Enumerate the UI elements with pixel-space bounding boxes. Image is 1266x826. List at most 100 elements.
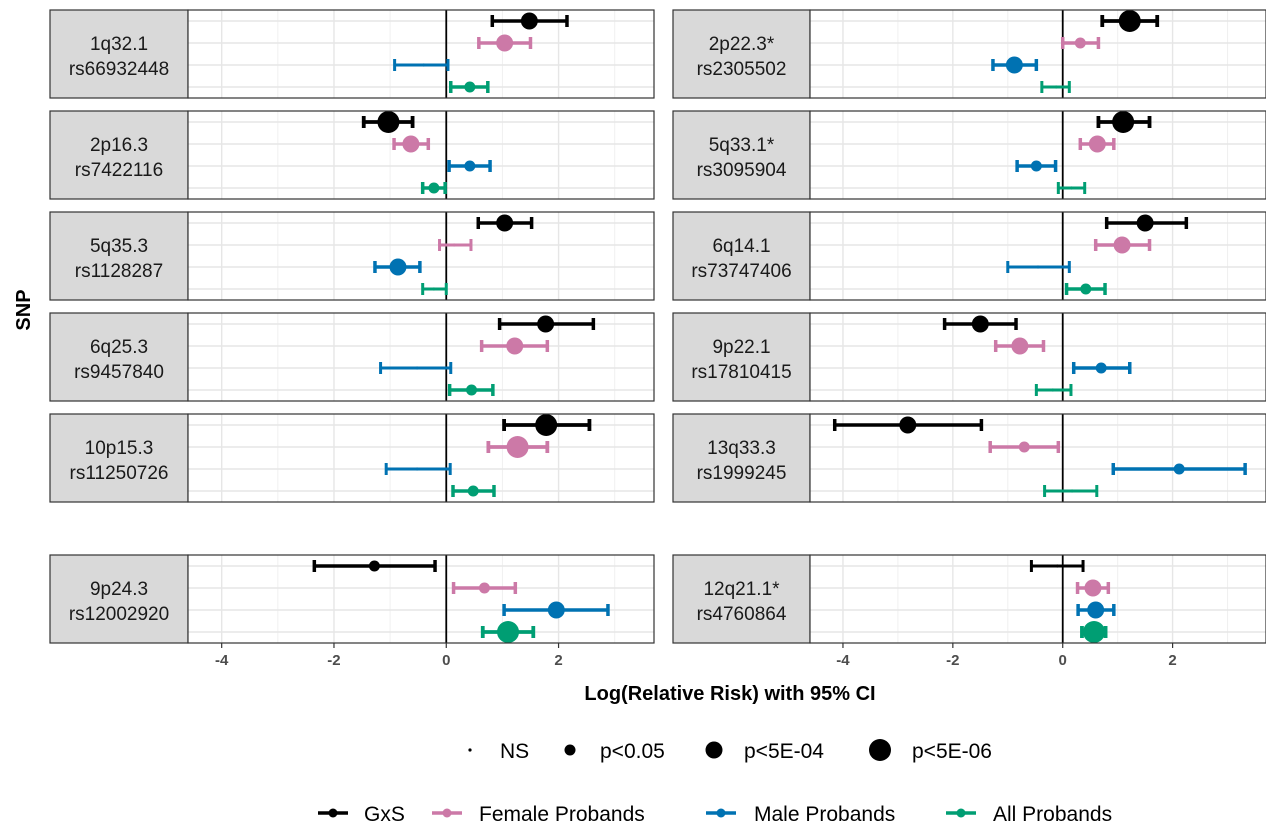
- point-estimate: [1030, 160, 1042, 172]
- point-estimate: [464, 160, 476, 172]
- color-legend-label: Female Probands: [479, 803, 645, 826]
- panel-border: [809, 554, 1266, 644]
- point-estimate: [1018, 441, 1030, 453]
- color-legend-key-point: [328, 808, 338, 818]
- panel-snp-label: rs1999245: [697, 463, 787, 484]
- point-estimate: [478, 582, 490, 594]
- panel-snp-label: rs7422116: [75, 160, 163, 181]
- panel: 12q21.1* rs4760864: [672, 554, 1266, 644]
- panel-border: [187, 312, 655, 402]
- point-estimate: [1070, 489, 1074, 493]
- point-estimate: [377, 111, 400, 133]
- point-estimate: [428, 182, 440, 194]
- panel-strip: [49, 554, 189, 644]
- point-estimate: [899, 416, 917, 434]
- point-estimate: [506, 436, 529, 458]
- panel-border: [809, 9, 1266, 99]
- point-estimate: [535, 414, 558, 436]
- point-estimate: [496, 34, 514, 52]
- x-tick-label: 0: [442, 652, 450, 669]
- point-estimate: [415, 366, 419, 370]
- panel-locus-label: 1q32.1: [90, 34, 148, 55]
- panel-strip: [672, 9, 811, 99]
- x-tick-label: 0: [1059, 652, 1067, 669]
- point-estimate: [497, 621, 520, 643]
- point-estimate: [547, 601, 565, 619]
- panel-strip: [49, 312, 189, 402]
- panel-locus-label: 9p22.1: [712, 337, 770, 358]
- panel: 6q14.1 rs73747406: [672, 211, 1266, 301]
- point-estimate: [1083, 621, 1106, 643]
- point-estimate: [1054, 85, 1058, 89]
- point-estimate: [1113, 236, 1131, 254]
- point-estimate: [415, 467, 419, 471]
- point-estimate: [422, 63, 426, 67]
- panel-strip: [49, 211, 189, 301]
- panel-strip: [672, 554, 811, 644]
- panel-strip: [672, 413, 811, 503]
- size-legend-key: [705, 741, 723, 759]
- point-estimate: [1069, 186, 1074, 190]
- point-estimate: [1074, 37, 1086, 49]
- point-estimate: [1087, 601, 1105, 619]
- color-legend-label: GxS: [364, 803, 405, 826]
- x-tick-label: -4: [836, 652, 850, 669]
- point-estimate: [537, 315, 555, 333]
- panel-border: [809, 312, 1266, 402]
- point-estimate: [971, 315, 989, 333]
- color-legend-key-point: [716, 808, 726, 818]
- panel-border: [187, 9, 655, 99]
- point-estimate: [466, 384, 478, 396]
- x-tick-label: -2: [946, 652, 959, 669]
- panel-locus-label: 6q25.3: [90, 337, 148, 358]
- color-legend-label: All Probands: [993, 803, 1112, 826]
- panel-snp-label: rs4760864: [697, 604, 787, 625]
- panel-background: [810, 212, 1266, 300]
- panels: 1q32.1 rs66932448 2p22.3* rs2305502 2p16.3 rs…: [49, 9, 1266, 644]
- point-estimate: [1136, 214, 1154, 232]
- panel-locus-label: 13q33.3: [707, 438, 776, 459]
- color-legend-key-point: [442, 808, 452, 818]
- panel: 1q32.1 rs66932448: [49, 9, 655, 99]
- point-estimate: [467, 485, 479, 497]
- panel-strip: [672, 211, 811, 301]
- size-legend-key: [869, 739, 891, 761]
- size-legend-key: [564, 744, 576, 756]
- point-estimate: [368, 560, 380, 572]
- panel-snp-label: rs73747406: [691, 261, 791, 282]
- panel: 6q25.3 rs9457840: [49, 312, 655, 402]
- panel-border: [187, 110, 655, 200]
- panel-snp-label: rs2305502: [697, 59, 787, 80]
- panel-snp-label: rs66932448: [69, 59, 169, 80]
- color-legend: GxS Female Probands Male Probands All Proba…: [318, 803, 1112, 826]
- panel-strip: [672, 110, 811, 200]
- panel-strip: [49, 413, 189, 503]
- point-estimate: [1118, 10, 1141, 32]
- panel-snp-label: rs11250726: [70, 463, 169, 484]
- point-estimate: [1051, 388, 1055, 392]
- x-tick-label: 2: [554, 652, 562, 669]
- panel-border: [187, 413, 655, 503]
- point-estimate: [1005, 56, 1023, 74]
- panel: 2p16.3 rs7422116: [49, 110, 655, 200]
- panel-background: [810, 111, 1266, 199]
- panel-snp-label: rs9457840: [74, 362, 164, 383]
- panel-background: [810, 10, 1266, 98]
- x-tick-label: -2: [327, 652, 340, 669]
- point-estimate: [1011, 337, 1029, 355]
- panel-locus-label: 5q35.3: [90, 236, 148, 257]
- point-estimate: [402, 135, 420, 153]
- point-estimate: [389, 258, 407, 276]
- x-tick-label: 2: [1168, 652, 1176, 669]
- size-legend-label: NS: [500, 740, 529, 763]
- panel-locus-label: 2p22.3*: [709, 34, 775, 55]
- point-estimate: [520, 12, 538, 30]
- panel-snp-label: rs3095904: [697, 160, 787, 181]
- point-estimate: [1088, 135, 1106, 153]
- panel-snp-label: rs12002920: [69, 604, 169, 625]
- panel-background: [810, 313, 1266, 401]
- panel: 10p15.3 rs11250726: [49, 413, 655, 503]
- color-legend-label: Male Probands: [754, 803, 895, 826]
- panel-locus-label: 12q21.1*: [703, 579, 780, 600]
